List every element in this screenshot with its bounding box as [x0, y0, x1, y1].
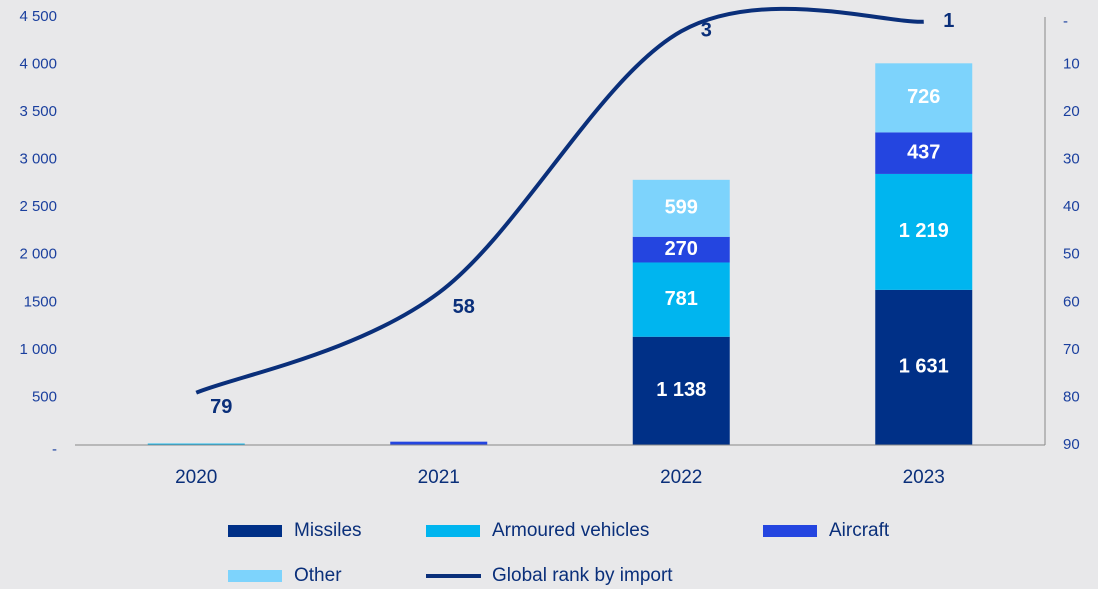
data-label: 599 — [665, 197, 698, 219]
y-tick-label: 1500 — [24, 293, 57, 310]
legend-swatch — [228, 570, 282, 582]
rank-label: 3 — [701, 20, 712, 42]
data-label: 726 — [907, 86, 940, 108]
bar-segment — [875, 63, 973, 133]
data-label: 270 — [665, 238, 698, 260]
rank-label: 79 — [210, 396, 232, 418]
legend-swatch — [426, 525, 480, 537]
legend-label: Aircraft — [829, 520, 890, 541]
y-tick-label: 2 000 — [19, 246, 57, 263]
rank-line — [195, 6, 924, 395]
data-label: 1 138 — [656, 379, 706, 401]
data-label: 437 — [907, 141, 940, 163]
data-label: 781 — [665, 288, 698, 310]
bar-segment — [390, 441, 488, 445]
x-tick-label: 2020 — [175, 467, 217, 488]
x-tick-label: 2021 — [418, 467, 460, 488]
legend-swatch — [763, 525, 817, 537]
y-tick-label: - — [52, 441, 57, 458]
y2-tick-label: 70 — [1063, 341, 1080, 358]
bar-segment — [875, 173, 973, 290]
y-tick-label: 3 000 — [19, 151, 57, 168]
y2-tick-label: 20 — [1063, 103, 1080, 120]
y2-tick-label: 10 — [1063, 56, 1080, 73]
legend-label: Armoured vehicles — [492, 520, 649, 541]
legend-swatch — [228, 525, 282, 537]
y2-tick-label: 80 — [1063, 388, 1080, 405]
bar-segment — [875, 132, 973, 174]
x-tick-label: 2022 — [660, 467, 702, 488]
data-label: 1 219 — [899, 220, 949, 242]
y-tick-label: 4 000 — [19, 56, 57, 73]
rank-label: 1 — [943, 10, 954, 32]
y-tick-label: 4 500 — [19, 8, 57, 25]
bar-segment — [632, 262, 730, 337]
bar-segment — [632, 179, 730, 237]
bar-segment — [875, 289, 973, 445]
bar-segment — [632, 236, 730, 263]
legend-label: Missiles — [294, 520, 362, 541]
y-tick-label: 500 — [32, 388, 57, 405]
x-tick-label: 2023 — [903, 467, 945, 488]
y2-tick-label: 60 — [1063, 293, 1080, 310]
y2-tick-label: - — [1063, 13, 1068, 30]
bar-segment — [632, 336, 730, 445]
y2-tick-label: 30 — [1063, 151, 1080, 168]
y2-tick-label: 50 — [1063, 246, 1080, 263]
data-label: 1 631 — [899, 356, 949, 378]
bar-segment — [147, 443, 245, 445]
y-tick-label: 2 500 — [19, 198, 57, 215]
y2-tick-label: 90 — [1063, 436, 1080, 453]
y-tick-label: 1 000 — [19, 341, 57, 358]
rank-label: 58 — [453, 296, 475, 318]
y-tick-label: 3 500 — [19, 103, 57, 120]
y2-tick-label: 40 — [1063, 198, 1080, 215]
legend-label: Global rank by import — [492, 565, 673, 586]
legend-label: Other — [294, 565, 342, 586]
